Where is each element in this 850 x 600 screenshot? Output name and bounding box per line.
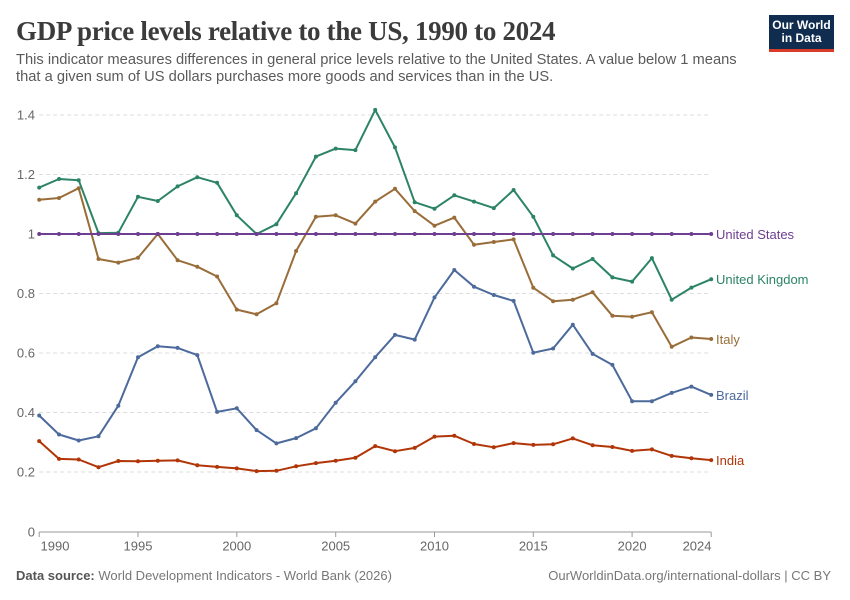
svg-text:2000: 2000 — [222, 539, 251, 554]
svg-text:Italy: Italy — [716, 332, 740, 347]
svg-text:2024: 2024 — [683, 539, 712, 554]
svg-text:2005: 2005 — [321, 539, 350, 554]
svg-text:2020: 2020 — [618, 539, 647, 554]
svg-text:1995: 1995 — [124, 539, 153, 554]
svg-text:1: 1 — [28, 226, 35, 241]
svg-text:Brazil: Brazil — [716, 388, 749, 403]
svg-text:0.6: 0.6 — [17, 345, 35, 360]
svg-text:1.2: 1.2 — [17, 167, 35, 182]
svg-text:0.4: 0.4 — [17, 405, 35, 420]
svg-text:0.2: 0.2 — [17, 464, 35, 479]
svg-text:India: India — [716, 453, 745, 468]
svg-text:2010: 2010 — [420, 539, 449, 554]
svg-text:0: 0 — [28, 524, 35, 539]
svg-text:2015: 2015 — [519, 539, 548, 554]
svg-text:United States: United States — [716, 227, 795, 242]
svg-text:0.8: 0.8 — [17, 286, 35, 301]
svg-text:United Kingdom: United Kingdom — [716, 272, 809, 287]
svg-text:1.4: 1.4 — [17, 107, 35, 122]
svg-text:1990: 1990 — [41, 539, 70, 554]
